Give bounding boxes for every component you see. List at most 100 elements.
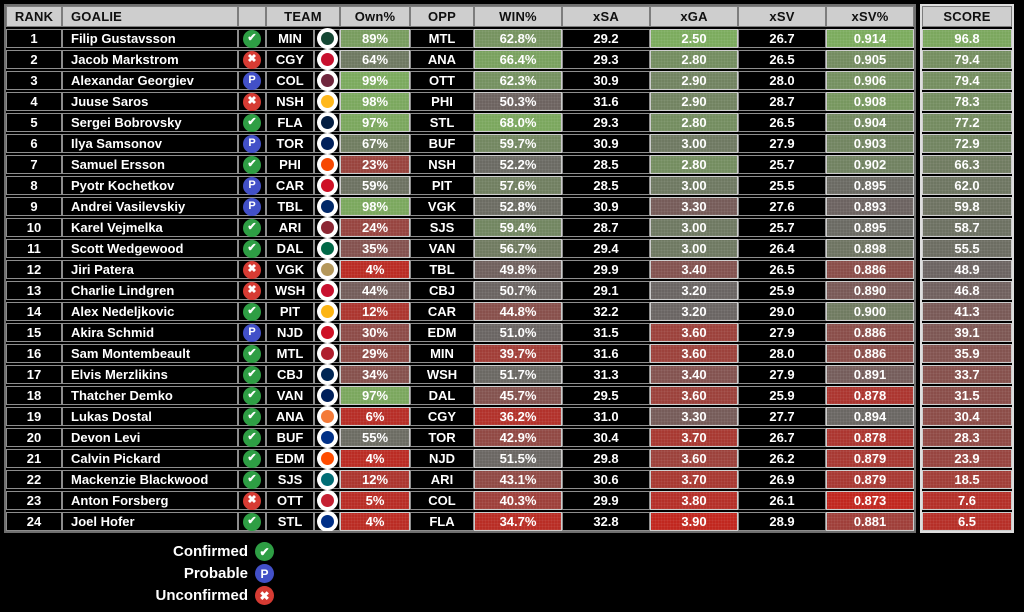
col-header-score[interactable]: SCORE bbox=[922, 6, 1012, 27]
goalie-name: Charlie Lindgren bbox=[62, 281, 238, 300]
col-header-team[interactable]: TEAM bbox=[266, 6, 340, 27]
win-pct-cell: 62.3% bbox=[474, 71, 562, 90]
team-abbrev: DAL bbox=[266, 239, 314, 258]
xsv-pct-cell: 0.904 bbox=[826, 113, 914, 132]
xsv-pct-cell: 0.908 bbox=[826, 92, 914, 111]
score-cell: 39.1 bbox=[922, 323, 1012, 342]
team-logo-icon bbox=[316, 259, 338, 280]
team-logo-cell bbox=[314, 406, 340, 427]
team-logo-cell bbox=[314, 175, 340, 196]
xsa-cell: 28.5 bbox=[562, 155, 650, 174]
win-pct-cell: 39.7% bbox=[474, 344, 562, 363]
col-header-xsv[interactable]: xSV bbox=[738, 6, 826, 27]
xga-cell: 3.00 bbox=[650, 239, 738, 258]
goalie-name: Karel Vejmelka bbox=[62, 218, 238, 237]
col-header-xga[interactable]: xGA bbox=[650, 6, 738, 27]
xsv-cell: 26.9 bbox=[738, 470, 826, 489]
score-cell: 31.5 bbox=[922, 386, 1012, 405]
own-pct-cell: 99% bbox=[340, 71, 410, 90]
xsv-pct-cell: 0.905 bbox=[826, 50, 914, 69]
xsa-cell: 30.9 bbox=[562, 71, 650, 90]
score-cell: 72.9 bbox=[922, 134, 1012, 153]
col-header-win-pct[interactable]: WIN% bbox=[474, 6, 562, 27]
xsa-cell: 31.6 bbox=[562, 344, 650, 363]
own-pct-cell: 6% bbox=[340, 407, 410, 426]
status-icon: ✔ bbox=[243, 428, 261, 447]
win-pct-cell: 57.6% bbox=[474, 176, 562, 195]
team-logo-icon bbox=[316, 91, 338, 112]
opponent-cell: COL bbox=[410, 491, 474, 510]
win-pct-cell: 36.2% bbox=[474, 407, 562, 426]
team-logo-cell bbox=[314, 301, 340, 322]
rank-cell: 18 bbox=[6, 386, 62, 405]
xsa-cell: 31.0 bbox=[562, 407, 650, 426]
xsv-cell: 27.7 bbox=[738, 407, 826, 426]
status-icon: ✖ bbox=[243, 50, 261, 69]
status-cell: ✔ bbox=[238, 365, 266, 384]
rank-cell: 16 bbox=[6, 344, 62, 363]
team-logo-icon bbox=[316, 154, 338, 175]
xsv-cell: 25.9 bbox=[738, 281, 826, 300]
xsv-pct-cell: 0.914 bbox=[826, 29, 914, 48]
goalie-name: Lukas Dostal bbox=[62, 407, 238, 426]
score-cell: 46.8 bbox=[922, 281, 1012, 300]
status-icon: P bbox=[243, 71, 261, 90]
status-icon: ✔ bbox=[243, 302, 261, 321]
win-pct-cell: 59.7% bbox=[474, 134, 562, 153]
team-logo-icon bbox=[316, 511, 338, 532]
goalie-name: Jacob Markstrom bbox=[62, 50, 238, 69]
status-icon: ✔ bbox=[243, 407, 261, 426]
win-pct-cell: 44.8% bbox=[474, 302, 562, 321]
col-header-goalie[interactable]: GOALIE bbox=[62, 6, 238, 27]
team-logo-icon bbox=[316, 301, 338, 322]
xsv-cell: 28.0 bbox=[738, 344, 826, 363]
goalie-name: Sam Montembeault bbox=[62, 344, 238, 363]
status-icon: ✔ bbox=[243, 449, 261, 468]
team-logo-cell bbox=[314, 427, 340, 448]
xsa-cell: 32.2 bbox=[562, 302, 650, 321]
own-pct-cell: 4% bbox=[340, 449, 410, 468]
col-header-opp[interactable]: OPP bbox=[410, 6, 474, 27]
xga-cell: 3.70 bbox=[650, 428, 738, 447]
team-logo-icon bbox=[316, 364, 338, 385]
score-table: SCORE 96.8 79.4 79.4 78.3 77.2 72.9 66.3 62.0 59… bbox=[920, 4, 1014, 533]
status-icon: ✔ bbox=[243, 386, 261, 405]
col-header-own-pct[interactable]: Own% bbox=[340, 6, 410, 27]
status-cell: ✖ bbox=[238, 260, 266, 279]
goalie-name: Sergei Bobrovsky bbox=[62, 113, 238, 132]
own-pct-cell: 89% bbox=[340, 29, 410, 48]
status-icon: ✔ bbox=[243, 470, 261, 489]
goalie-name: Devon Levi bbox=[62, 428, 238, 447]
rank-cell: 23 bbox=[6, 491, 62, 510]
xsv-cell: 26.2 bbox=[738, 449, 826, 468]
xsv-cell: 27.9 bbox=[738, 134, 826, 153]
status-icon: P bbox=[243, 197, 261, 216]
team-logo-icon bbox=[316, 322, 338, 343]
col-header-xsa[interactable]: xSA bbox=[562, 6, 650, 27]
status-cell: ✖ bbox=[238, 92, 266, 111]
score-cell: 55.5 bbox=[922, 239, 1012, 258]
status-icon: P bbox=[243, 134, 261, 153]
team-abbrev: CBJ bbox=[266, 365, 314, 384]
xsv-pct-cell: 0.900 bbox=[826, 302, 914, 321]
team-logo-icon bbox=[316, 112, 338, 133]
xsv-cell: 26.1 bbox=[738, 491, 826, 510]
win-pct-cell: 50.7% bbox=[474, 281, 562, 300]
status-icon: ✔ bbox=[243, 29, 261, 48]
col-header-xsv-pct[interactable]: xSV% bbox=[826, 6, 914, 27]
team-logo-icon bbox=[316, 280, 338, 301]
goalie-name: Ilya Samsonov bbox=[62, 134, 238, 153]
team-abbrev: CGY bbox=[266, 50, 314, 69]
xga-cell: 2.90 bbox=[650, 92, 738, 111]
xsv-cell: 25.7 bbox=[738, 155, 826, 174]
legend-label: Probable bbox=[183, 565, 248, 582]
status-icon: ✔ bbox=[243, 155, 261, 174]
xsv-pct-cell: 0.895 bbox=[826, 176, 914, 195]
xsv-cell: 28.7 bbox=[738, 92, 826, 111]
team-abbrev: PIT bbox=[266, 302, 314, 321]
col-header-rank[interactable]: RANK bbox=[6, 6, 62, 27]
status-cell: P bbox=[238, 197, 266, 216]
status-cell: ✖ bbox=[238, 281, 266, 300]
opponent-cell: NSH bbox=[410, 155, 474, 174]
opponent-cell: PIT bbox=[410, 176, 474, 195]
